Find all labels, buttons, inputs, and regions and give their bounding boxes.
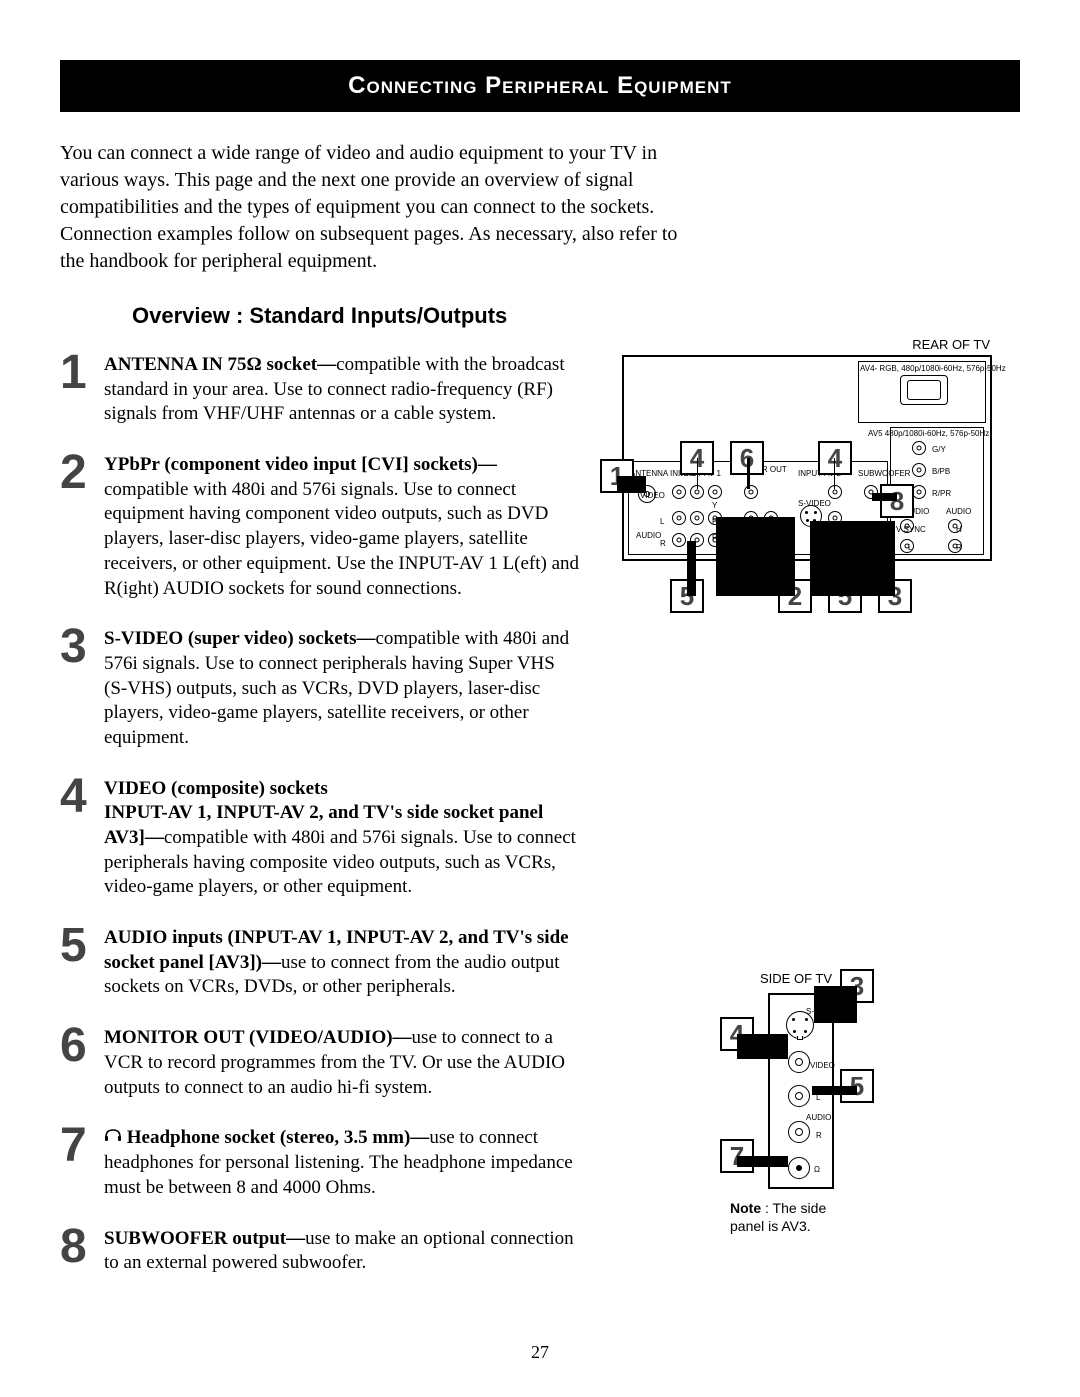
connector-label: Y <box>712 501 717 510</box>
callout-line <box>834 458 835 489</box>
item-text: MONITOR OUT (VIDEO/AUDIO)—use to connect… <box>104 1022 580 1100</box>
item-number: 4 <box>60 773 104 900</box>
callout-line <box>814 986 857 1023</box>
intro-paragraph: You can connect a wide range of video an… <box>60 140 680 275</box>
list-item: 6 MONITOR OUT (VIDEO/AUDIO)—use to conne… <box>60 1022 580 1100</box>
connector-label: B/PB <box>932 467 950 476</box>
item-text: VIDEO (composite) sockets INPUT-AV 1, IN… <box>104 773 580 900</box>
rca-jack <box>828 485 842 499</box>
callout-line <box>737 1034 788 1059</box>
rear-diagram: REAR OF TV <box>600 349 1000 639</box>
item-number: 7 <box>60 1122 104 1200</box>
item-number: 2 <box>60 449 104 601</box>
item-number: 6 <box>60 1022 104 1100</box>
item-number: 1 <box>60 349 104 427</box>
rca-jack <box>690 511 704 525</box>
list-item: 3 S-VIDEO (super video) sockets—compatib… <box>60 623 580 750</box>
item-number: 8 <box>60 1223 104 1276</box>
connector-label: SUBWOOFER <box>858 469 910 478</box>
item-number: 3 <box>60 623 104 750</box>
callout-line <box>810 521 895 596</box>
rear-of-tv-label: REAR OF TV <box>912 337 990 352</box>
banner-title: Connecting Peripheral Equipment <box>60 60 1020 112</box>
connector-label: VIDEO <box>810 1061 835 1070</box>
connector-label: R <box>956 543 962 552</box>
connector-label: AV4- RGB, 480p/1080i-60Hz, 576p-50Hz <box>860 364 1006 373</box>
list-item: 7 Headphone socket (stereo, 3.5 mm)—use … <box>60 1122 580 1200</box>
item-number: 5 <box>60 922 104 1000</box>
rca-jack <box>708 485 722 499</box>
rca-jack <box>672 485 686 499</box>
callout-line <box>687 541 696 596</box>
item-text: SUBWOOFER output—use to make an optional… <box>104 1223 580 1276</box>
callout-line <box>872 493 897 501</box>
list-item: 1 ANTENNA IN 75Ω socket—compatible with … <box>60 349 580 427</box>
audio-r-jack <box>788 1121 810 1143</box>
callout-line <box>716 517 795 596</box>
item-text: YPbPr (component video input [CVI] socke… <box>104 449 580 601</box>
headphone-jack <box>788 1157 810 1179</box>
headphone-icon <box>104 1126 122 1151</box>
rca-jack <box>672 533 686 547</box>
connector-label: AUDIO <box>636 531 661 540</box>
callout-line <box>812 1086 857 1095</box>
rca-jack <box>912 463 926 477</box>
connector-label: AUDIO <box>946 507 971 516</box>
connector-label: AV5 480p/1080i-60Hz, 576p-50Hz <box>868 429 989 438</box>
diagrams-column: REAR OF TV <box>580 349 1020 1298</box>
connector-label: AUDIO <box>806 1113 831 1122</box>
list-item: 2 YPbPr (component video input [CVI] soc… <box>60 449 580 601</box>
callout-line <box>697 458 698 489</box>
callout-line <box>617 476 646 493</box>
video-jack <box>788 1051 810 1073</box>
list-item: 8 SUBWOOFER output—use to make an option… <box>60 1223 580 1276</box>
items-list: 1 ANTENNA IN 75Ω socket—compatible with … <box>60 349 580 1298</box>
page-number: 27 <box>0 1342 1080 1363</box>
connector-label: V SYNC <box>896 525 926 534</box>
list-item: 5 AUDIO inputs (INPUT-AV 1, INPUT-AV 2, … <box>60 922 580 1000</box>
overview-heading: Overview : Standard Inputs/Outputs <box>132 303 1020 329</box>
side-diagram: SIDE OF TV S-VIDEOVIDEOLAUDIORΩ 3457 Not… <box>600 659 1000 959</box>
vga-connector <box>900 375 948 405</box>
connector-label: H <box>956 525 962 534</box>
connector-label: R <box>660 539 666 548</box>
connector-label: S-VIDEO <box>798 499 831 508</box>
connector-label: R <box>816 1131 822 1140</box>
item-text: S-VIDEO (super video) sockets—compatible… <box>104 623 580 750</box>
rca-jack <box>672 511 686 525</box>
rca-jack <box>912 485 926 499</box>
side-of-tv-label: SIDE OF TV <box>760 971 832 986</box>
connector-label: L <box>908 543 912 552</box>
list-item: 4 VIDEO (composite) sockets INPUT-AV 1, … <box>60 773 580 900</box>
item-text: Headphone socket (stereo, 3.5 mm)—use to… <box>104 1122 580 1200</box>
rca-jack <box>912 441 926 455</box>
callout-line <box>747 458 750 489</box>
callout-line <box>737 1156 788 1167</box>
audio-l-jack <box>788 1085 810 1107</box>
connector-label: R/PR <box>932 489 951 498</box>
connector-label: L <box>660 517 664 526</box>
item-text: AUDIO inputs (INPUT-AV 1, INPUT-AV 2, an… <box>104 922 580 1000</box>
item-text: ANTENNA IN 75Ω socket—compatible with th… <box>104 349 580 427</box>
connector-label: Ω <box>814 1165 820 1174</box>
callout-box: 8 <box>880 484 914 518</box>
callout-box: 4 <box>818 441 852 475</box>
connector-label: G/Y <box>932 445 946 454</box>
side-note: Note : The side panel is AV3. <box>730 1199 850 1235</box>
